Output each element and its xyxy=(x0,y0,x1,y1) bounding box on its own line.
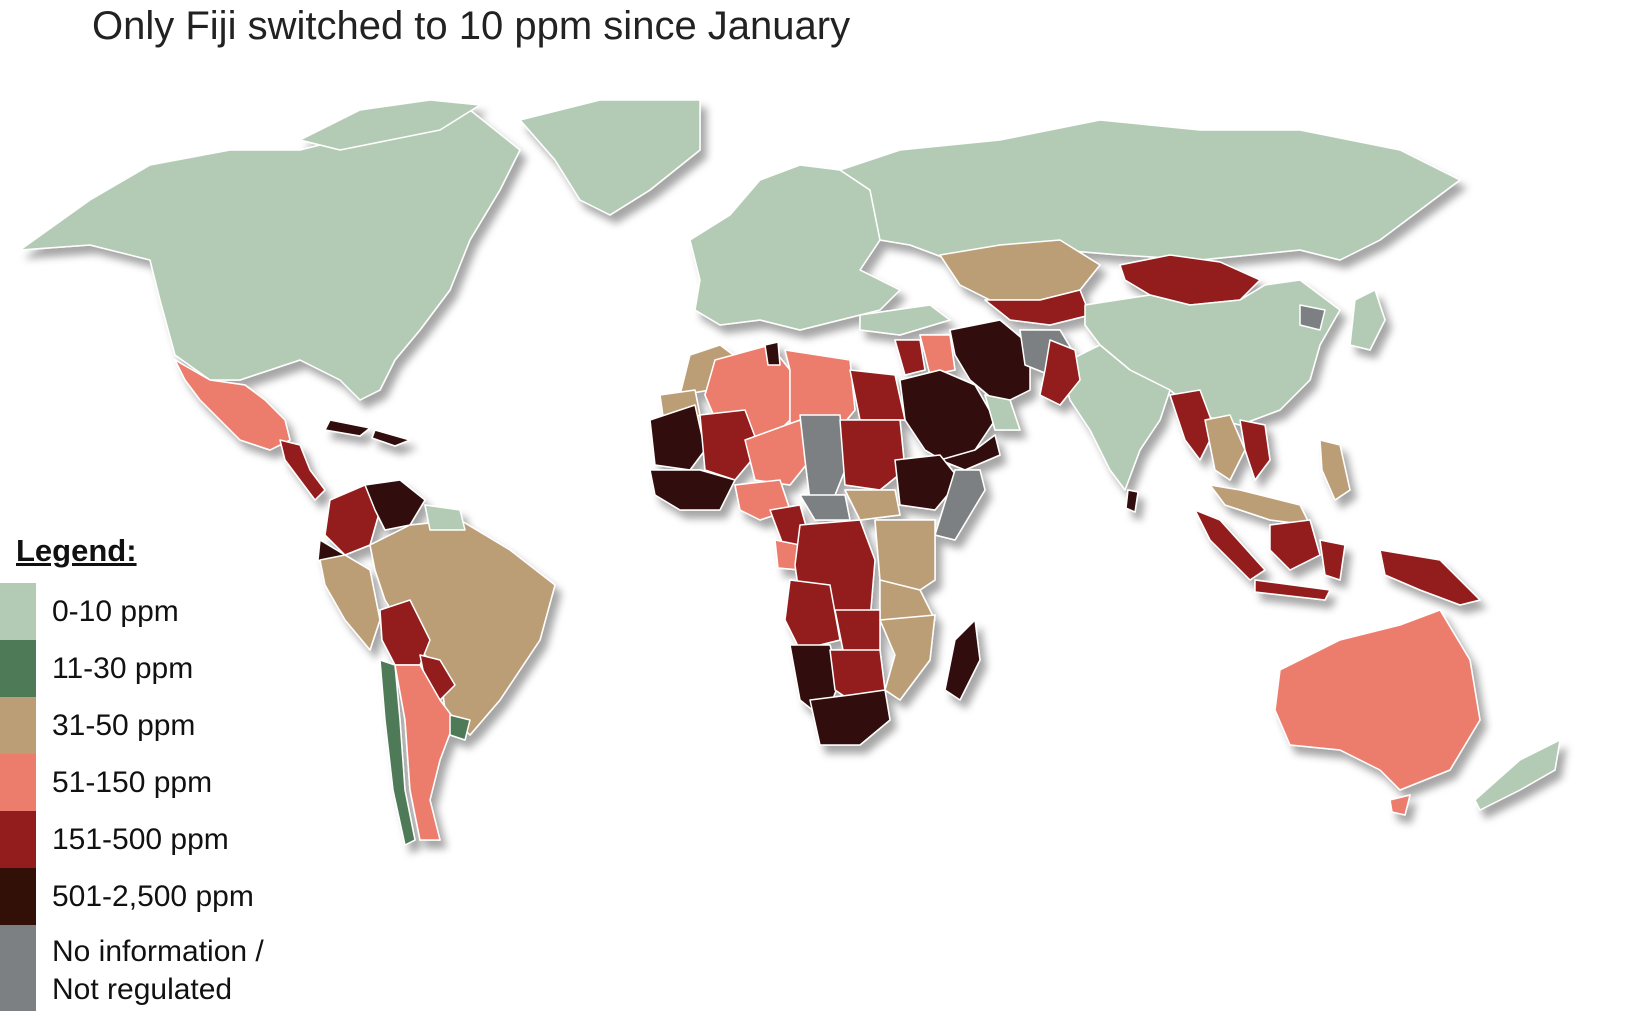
legend-label: 31-50 ppm xyxy=(52,709,196,742)
legend-swatch xyxy=(0,697,36,754)
region-sri-lanka xyxy=(1125,489,1139,513)
legend-label: No information / Not regulated xyxy=(52,935,264,1006)
region-iran xyxy=(949,319,1031,406)
region-caribbean xyxy=(324,419,371,437)
region-papua xyxy=(1379,549,1481,606)
region-peru xyxy=(319,554,381,651)
region-iraq xyxy=(919,334,956,376)
region-west-africa xyxy=(649,469,736,511)
region-egypt xyxy=(849,369,906,421)
legend-item-151-500: 151-500 ppm xyxy=(0,811,330,868)
legend-swatch xyxy=(0,811,36,868)
region-myanmar xyxy=(1169,389,1216,461)
map-title: Only Fiji switched to 10 ppm since Janua… xyxy=(92,4,851,48)
legend-item-11-30: 11-30 ppm xyxy=(0,640,330,697)
legend-item-0-10: 0-10 ppm xyxy=(0,583,330,640)
region-greenland xyxy=(519,99,701,216)
region-pakistan xyxy=(1039,339,1081,406)
region-caribbean-east xyxy=(371,429,411,447)
legend-item-31-50: 31-50 ppm xyxy=(0,697,330,754)
region-malaysia xyxy=(1209,484,1311,526)
region-borneo xyxy=(1269,519,1321,571)
region-japan xyxy=(1349,289,1386,351)
region-uruguay xyxy=(449,714,471,741)
region-tasmania xyxy=(1389,794,1411,816)
region-argentina xyxy=(394,664,456,841)
region-central-africa xyxy=(799,494,851,521)
legend-heading: Legend: xyxy=(16,533,137,568)
region-philippines xyxy=(1319,439,1351,501)
legend-swatch xyxy=(0,868,36,925)
legend-swatch xyxy=(0,925,36,1011)
region-yemen-oman xyxy=(939,434,1001,471)
region-angola xyxy=(784,579,841,651)
region-sulawesi xyxy=(1319,539,1346,581)
region-somalia xyxy=(934,469,986,541)
region-guianas xyxy=(424,504,466,531)
legend-swatch xyxy=(0,583,36,640)
region-mexico xyxy=(174,359,291,451)
region-india xyxy=(1059,344,1171,491)
region-new-zealand xyxy=(1474,739,1561,811)
legend-swatch xyxy=(0,754,36,811)
legend-item-51-150: 51-150 ppm xyxy=(0,754,330,811)
region-south-sudan xyxy=(844,489,901,521)
region-sudan xyxy=(839,419,906,491)
region-europe xyxy=(689,164,901,331)
region-mauritania xyxy=(649,404,706,471)
legend-item-501-2500: 501-2,500 ppm xyxy=(0,868,330,925)
region-mozambique xyxy=(879,614,936,701)
legend-label: 51-150 ppm xyxy=(52,766,213,799)
region-levant xyxy=(894,339,926,376)
region-thailand xyxy=(1204,414,1246,481)
region-gulf xyxy=(984,394,1021,431)
legend-item-no-information: No information / Not regulated xyxy=(0,925,330,1011)
region-tunisia xyxy=(764,341,781,366)
region-turkey xyxy=(859,304,951,336)
region-russia xyxy=(839,119,1461,261)
region-niger xyxy=(744,419,811,486)
region-korea xyxy=(1299,304,1326,331)
region-australia xyxy=(1274,609,1481,791)
region-vietnam xyxy=(1239,419,1271,481)
legend-label: 11-30 ppm xyxy=(52,652,194,685)
region-south-africa xyxy=(809,689,891,746)
region-madagascar xyxy=(944,619,981,701)
region-sumatra xyxy=(1194,509,1266,581)
region-central-america xyxy=(279,439,326,501)
legend-label: 0-10 ppm xyxy=(52,595,179,628)
region-chile xyxy=(379,659,416,846)
region-chad xyxy=(799,414,846,501)
legend-swatch xyxy=(0,640,36,697)
legend-label: 501-2,500 ppm xyxy=(52,880,254,913)
region-mali xyxy=(699,409,761,481)
region-arctic-islands xyxy=(299,99,481,151)
legend-label: 151-500 ppm xyxy=(52,823,229,856)
region-north-america xyxy=(19,109,521,401)
region-java xyxy=(1254,579,1331,601)
